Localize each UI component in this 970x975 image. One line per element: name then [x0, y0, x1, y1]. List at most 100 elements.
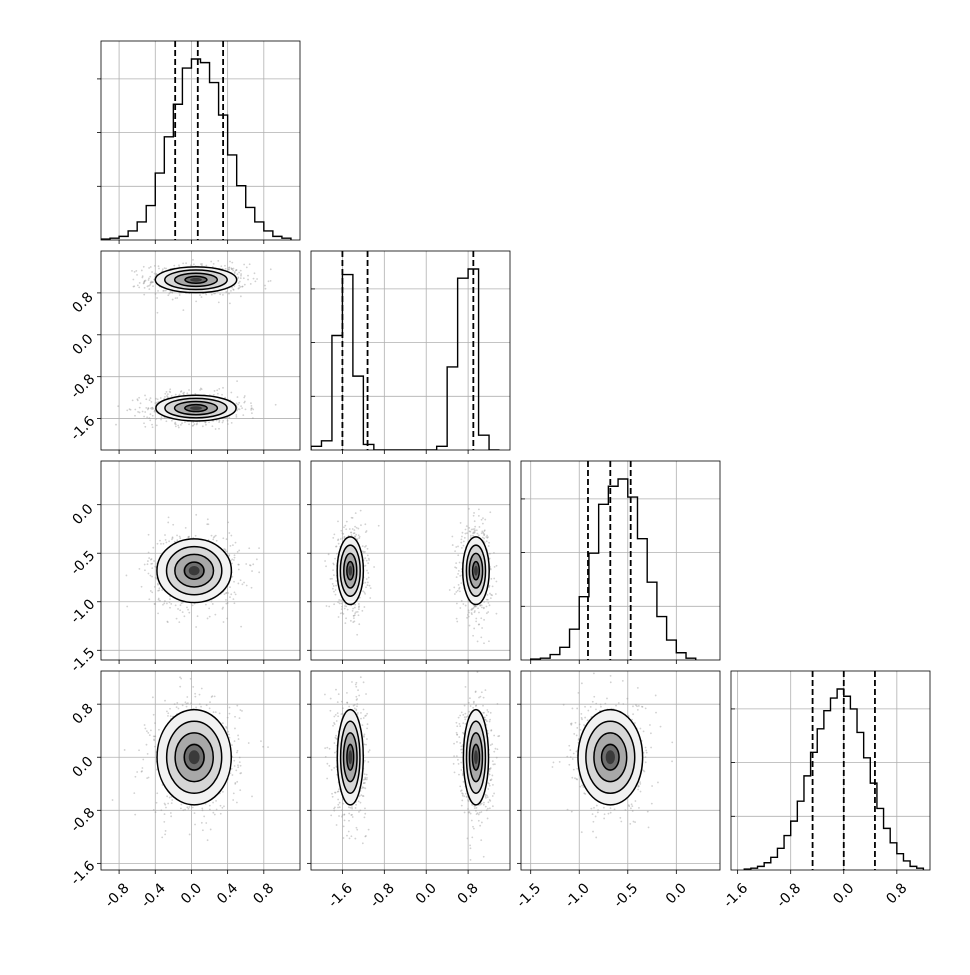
scatter-point — [236, 802, 238, 804]
scatter-point — [231, 262, 233, 264]
scatter-point — [175, 394, 177, 396]
scatter-point — [337, 712, 339, 714]
scatter-point — [483, 530, 485, 532]
scatter-point — [205, 822, 207, 824]
scatter-point — [335, 594, 337, 596]
scatter-point — [362, 786, 364, 788]
scatter-point — [328, 553, 330, 555]
scatter-point — [363, 735, 365, 737]
scatter-point — [161, 837, 163, 839]
scatter-point — [178, 264, 180, 266]
scatter-point — [207, 518, 209, 520]
scatter-point — [240, 626, 242, 628]
scatter-point — [215, 800, 217, 802]
scatter-point — [459, 607, 461, 609]
scatter-point — [456, 621, 458, 623]
scatter-point — [475, 620, 477, 622]
scatter-point — [197, 615, 199, 617]
scatter-point — [169, 607, 171, 609]
density-level — [189, 566, 200, 575]
scatter-point — [248, 742, 250, 744]
scatter-point — [335, 714, 337, 716]
scatter-point — [477, 641, 479, 643]
scatter-point — [179, 537, 181, 539]
scatter-point — [145, 407, 147, 409]
scatter-point — [240, 405, 242, 407]
scatter-point — [160, 397, 162, 399]
scatter-point — [229, 266, 231, 268]
scatter-point — [348, 820, 350, 822]
scatter-point — [166, 603, 168, 605]
scatter-point — [488, 542, 490, 544]
scatter-point — [337, 715, 339, 717]
scatter-point — [222, 387, 224, 389]
scatter-point — [146, 416, 148, 418]
scatter-point — [364, 807, 366, 809]
scatter-point — [162, 604, 164, 606]
scatter-point — [186, 706, 188, 708]
scatter-point — [355, 512, 357, 514]
scatter-point — [190, 702, 192, 704]
scatter-point — [336, 553, 338, 555]
scatter-point — [343, 837, 345, 839]
scatter-point — [174, 422, 176, 424]
scatter-point — [139, 407, 141, 409]
scatter-point — [239, 709, 241, 711]
scatter-point — [232, 799, 234, 801]
scatter-point — [152, 696, 154, 698]
scatter-point — [352, 608, 354, 610]
scatter-point — [367, 761, 369, 763]
scatter-point — [186, 392, 188, 394]
scatter-point — [165, 807, 167, 809]
scatter-point — [449, 589, 451, 591]
scatter-point — [228, 293, 230, 295]
scatter-point — [186, 606, 188, 608]
scatter-point — [341, 816, 343, 818]
scatter-point — [360, 718, 362, 720]
scatter-point — [233, 760, 235, 762]
scatter-point — [229, 596, 231, 598]
scatter-point — [239, 281, 241, 283]
scatter-point — [234, 554, 236, 556]
scatter-point — [226, 727, 228, 729]
scatter-point — [479, 526, 481, 528]
scatter-point — [353, 615, 355, 617]
scatter-point — [342, 803, 344, 805]
scatter-point — [252, 417, 254, 419]
scatter-point — [268, 280, 270, 282]
scatter-point — [148, 598, 150, 600]
scatter-point — [460, 538, 462, 540]
scatter-point — [494, 566, 496, 568]
scatter-point — [483, 607, 485, 609]
scatter-point — [205, 424, 207, 426]
scatter-point — [162, 268, 164, 270]
scatter-point — [169, 598, 171, 600]
scatter-point — [142, 759, 144, 761]
scatter-point — [256, 558, 258, 560]
scatter-point — [201, 808, 203, 810]
scatter-point — [163, 821, 165, 823]
scatter-point — [460, 582, 462, 584]
scatter-point — [363, 606, 365, 608]
scatter-point — [341, 809, 343, 811]
scatter-point — [143, 294, 145, 296]
scatter-point — [455, 591, 457, 593]
scatter-point — [367, 582, 369, 584]
scatter-point — [360, 510, 362, 512]
scatter-point — [143, 422, 145, 424]
scatter-point — [147, 560, 149, 562]
scatter-point — [176, 706, 178, 708]
scatter-point — [346, 521, 348, 523]
scatter-point — [214, 536, 216, 538]
scatter-point — [239, 717, 241, 719]
scatter-point — [480, 617, 482, 619]
scatter-point — [150, 575, 152, 577]
scatter-point — [151, 401, 153, 403]
scatter-point — [331, 578, 333, 580]
scatter-point — [230, 593, 232, 595]
scatter-point — [156, 402, 158, 404]
scatter-point — [338, 543, 340, 545]
scatter-point — [143, 416, 145, 418]
scatter-point — [170, 812, 172, 814]
